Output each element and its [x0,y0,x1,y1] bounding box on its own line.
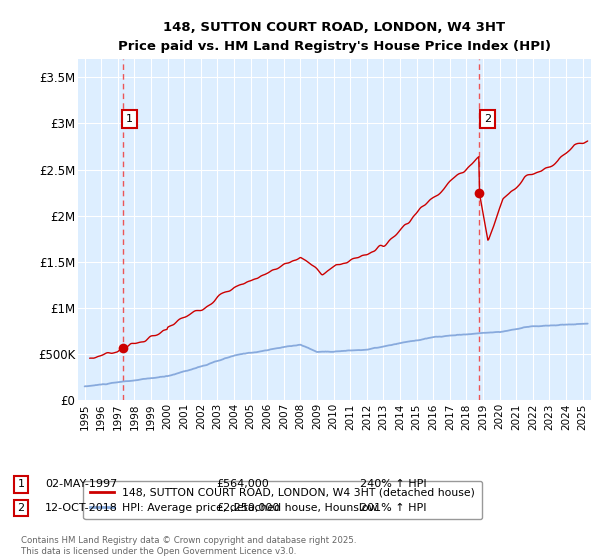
Text: 240% ↑ HPI: 240% ↑ HPI [360,479,427,489]
Text: £2,250,000: £2,250,000 [216,503,280,513]
Title: 148, SUTTON COURT ROAD, LONDON, W4 3HT
Price paid vs. HM Land Registry's House P: 148, SUTTON COURT ROAD, LONDON, W4 3HT P… [118,21,551,53]
Text: 1: 1 [125,114,133,124]
Text: 201% ↑ HPI: 201% ↑ HPI [360,503,427,513]
Text: Contains HM Land Registry data © Crown copyright and database right 2025.
This d: Contains HM Land Registry data © Crown c… [21,536,356,556]
Legend: 148, SUTTON COURT ROAD, LONDON, W4 3HT (detached house), HPI: Average price, det: 148, SUTTON COURT ROAD, LONDON, W4 3HT (… [83,481,482,519]
Text: 2: 2 [484,114,491,124]
Text: 02-MAY-1997: 02-MAY-1997 [45,479,117,489]
Text: 2: 2 [17,503,25,513]
Text: £564,000: £564,000 [216,479,269,489]
Text: 12-OCT-2018: 12-OCT-2018 [45,503,118,513]
Text: 1: 1 [17,479,25,489]
